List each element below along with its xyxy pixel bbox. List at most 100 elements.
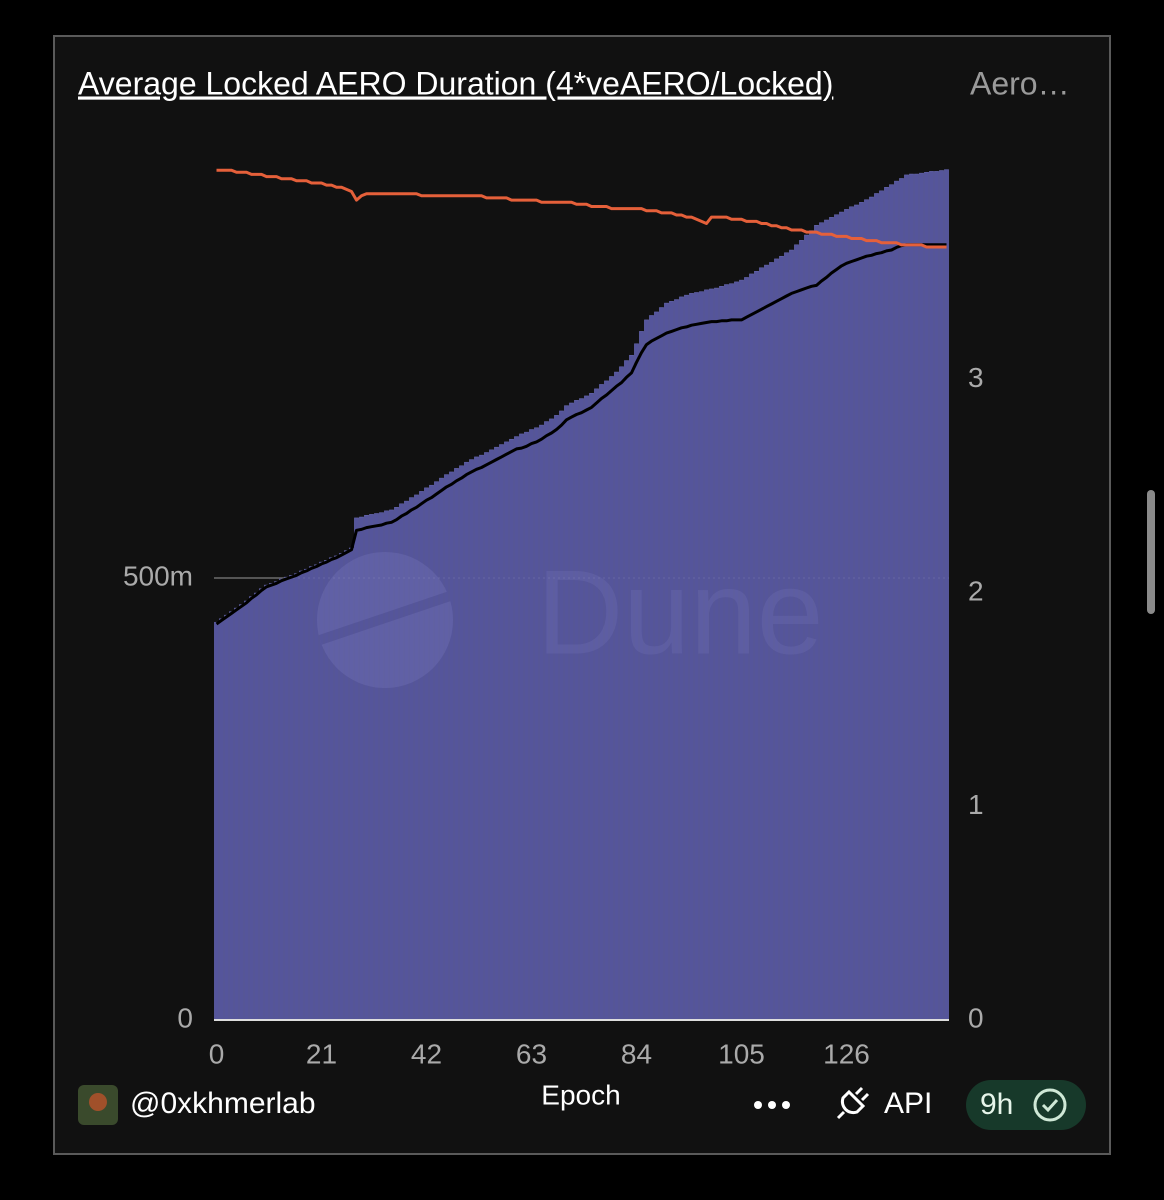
bar <box>429 484 434 1021</box>
bar <box>494 446 499 1021</box>
x-tick-label: 84 <box>621 1038 652 1069</box>
watermark-logo <box>317 552 453 688</box>
bar <box>879 190 884 1021</box>
age: 9h <box>980 1088 1013 1121</box>
bar <box>504 441 509 1021</box>
x-tick-label: 105 <box>718 1038 765 1069</box>
x-tick-label: 126 <box>823 1038 870 1069</box>
bar <box>464 461 469 1021</box>
line <box>215 243 947 626</box>
bar <box>304 568 309 1021</box>
bar <box>239 604 244 1021</box>
x-axis-label: Epoch <box>541 1079 620 1110</box>
bar <box>454 468 459 1021</box>
y-tick-label: 0 <box>177 1002 193 1033</box>
bar <box>524 431 529 1021</box>
bar <box>509 438 514 1021</box>
bar <box>939 170 944 1021</box>
bar <box>829 217 834 1021</box>
bar <box>299 570 304 1021</box>
bar <box>294 573 299 1021</box>
y-tick-label: 500m <box>123 560 193 591</box>
bar <box>469 459 474 1021</box>
y2-tick-label: 3 <box>968 362 984 393</box>
api-button[interactable]: API <box>884 1087 932 1120</box>
scrollbar[interactable] <box>1147 490 1155 614</box>
line <box>216 168 947 249</box>
y2-tick-label: 0 <box>968 1002 984 1033</box>
bar <box>579 398 584 1021</box>
bar <box>589 392 594 1021</box>
bar <box>264 584 269 1021</box>
bar <box>284 576 289 1021</box>
bar <box>624 360 629 1021</box>
bar <box>309 566 314 1021</box>
bar <box>569 402 574 1021</box>
bar <box>909 173 914 1021</box>
bar <box>289 575 294 1021</box>
watermark: Dune <box>537 546 824 680</box>
bar <box>499 444 504 1021</box>
bar <box>519 433 524 1021</box>
tab-title[interactable]: Aero… <box>970 65 1070 101</box>
bar <box>269 583 274 1021</box>
bar <box>539 424 544 1021</box>
avatar-figure <box>89 1093 107 1111</box>
bar <box>904 174 909 1021</box>
bar <box>249 596 254 1021</box>
bar <box>559 410 564 1021</box>
plot: 0 500m 0 1 2 3 0 21 42 63 84 105 126 <box>123 168 984 1069</box>
x-tick-label: 42 <box>411 1038 442 1069</box>
bar <box>459 465 464 1021</box>
bar <box>439 477 444 1021</box>
bar <box>914 173 919 1021</box>
y2-tick-label: 2 <box>968 575 984 606</box>
y2-tick-label: 1 <box>968 789 984 820</box>
bar <box>274 581 279 1021</box>
bar <box>634 343 639 1021</box>
bar <box>214 621 219 1021</box>
bar <box>314 564 319 1021</box>
bar <box>474 456 479 1021</box>
api-icon[interactable] <box>836 1086 870 1120</box>
bar <box>839 211 844 1021</box>
bar <box>849 206 854 1021</box>
bar <box>234 607 239 1021</box>
bar <box>229 611 234 1021</box>
bar <box>894 180 899 1021</box>
bar <box>869 196 874 1021</box>
bar <box>534 427 539 1021</box>
bar <box>919 172 924 1021</box>
bar <box>219 618 224 1021</box>
bar <box>599 384 604 1021</box>
author[interactable]: @0xkhmerlab <box>130 1087 316 1120</box>
bar <box>609 376 614 1021</box>
bar <box>489 449 494 1021</box>
bar <box>934 171 939 1021</box>
x-tick-label: 63 <box>516 1038 547 1069</box>
bar <box>824 219 829 1021</box>
x-tick-label: 21 <box>306 1038 337 1069</box>
bar <box>604 380 609 1021</box>
bar <box>619 366 624 1021</box>
bar <box>884 187 889 1021</box>
bar <box>859 202 864 1021</box>
bar <box>434 481 439 1021</box>
more-menu[interactable] <box>754 1101 790 1109</box>
bar <box>244 600 249 1021</box>
bar <box>899 178 904 1021</box>
bar <box>449 471 454 1021</box>
bar <box>889 184 894 1021</box>
chart-title[interactable]: Average Locked AERO Duration (4*veAERO/L… <box>78 65 833 101</box>
bar <box>549 418 554 1021</box>
bar <box>584 395 589 1021</box>
bar <box>854 204 859 1021</box>
bar <box>279 578 284 1021</box>
bar <box>844 209 849 1021</box>
bar <box>564 405 569 1021</box>
verified-icon <box>1033 1088 1067 1122</box>
bar <box>484 452 489 1021</box>
bar <box>944 169 949 1021</box>
